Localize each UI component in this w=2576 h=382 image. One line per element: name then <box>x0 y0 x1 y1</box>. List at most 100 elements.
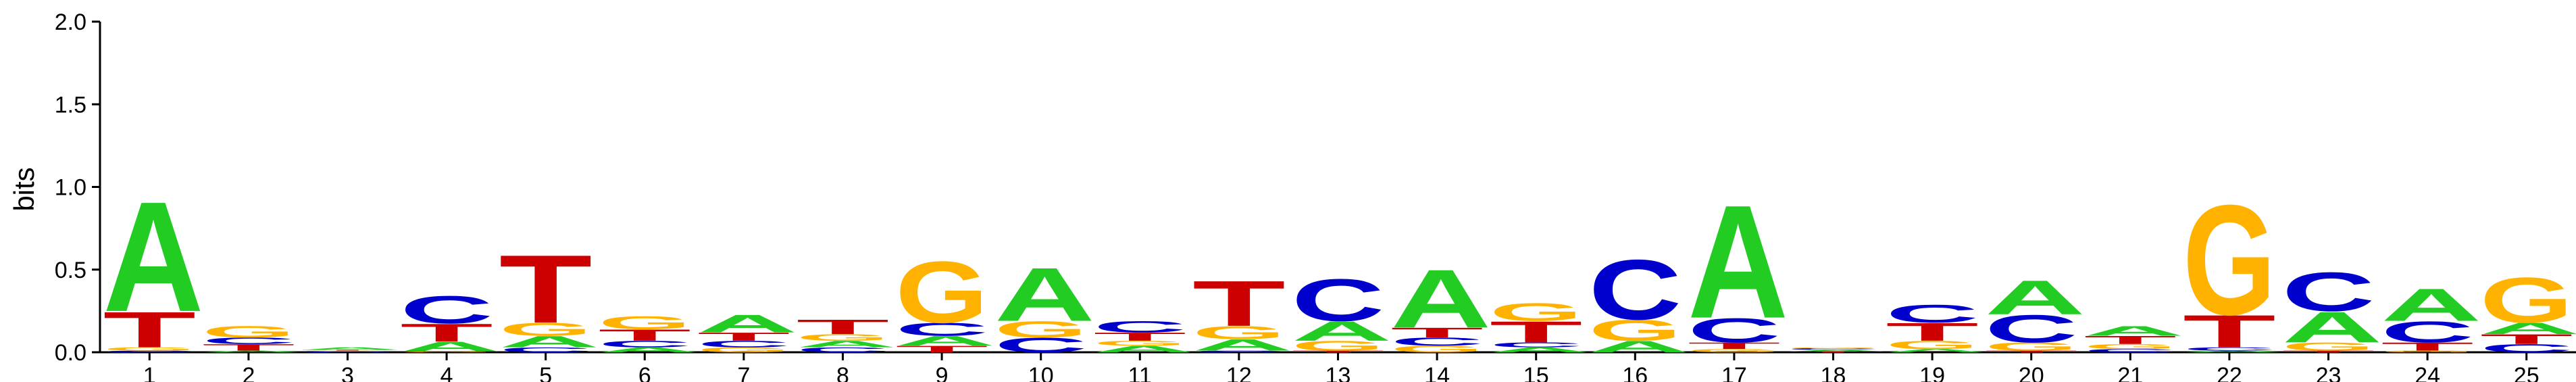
logo-letter-a: A <box>103 169 203 345</box>
logo-letter-c: C <box>1192 350 1286 353</box>
logo-letter-c: C <box>1093 318 1186 336</box>
logo-letter-g: G <box>1688 348 1781 354</box>
logo-letter-c: C <box>2282 261 2375 323</box>
x-tick-label: 15 <box>1523 363 1549 382</box>
x-tick-label: 2 <box>242 363 255 382</box>
logo-letter-g: G <box>1588 314 1682 348</box>
logo-letter-c: C <box>202 335 295 345</box>
logo-letter-t: T <box>1292 350 1385 353</box>
logo-letter-t: T <box>2480 331 2573 347</box>
logo-letter-t: T <box>1390 325 1484 340</box>
logo-letter-t: T <box>301 350 395 351</box>
logo-letter-c: C <box>103 350 196 353</box>
logo-letter-a: A <box>2183 350 2283 353</box>
logo-letter-a: A <box>2480 320 2576 338</box>
logo-letter-c: C <box>1688 311 1781 350</box>
y-axis-label: bits <box>8 167 40 211</box>
x-tick-label: 22 <box>2217 363 2242 382</box>
x-tick-label: 5 <box>539 363 552 382</box>
x-tick-label: 3 <box>341 363 354 382</box>
logo-letter-g: G <box>1192 323 1286 343</box>
logo-letter-g: G <box>1787 347 1880 348</box>
logo-letter-t: T <box>2183 306 2276 357</box>
x-tick-label: 16 <box>1622 363 1648 382</box>
logo-letter-g: G <box>400 351 493 352</box>
logo-letter-c: C <box>301 351 395 352</box>
logo-letter-t: T <box>2083 333 2177 346</box>
logo-letter-c: C <box>2480 342 2573 355</box>
logo-letter-a: A <box>1588 338 1689 356</box>
logo-letter-g: G <box>2083 343 2177 351</box>
logo-letter-g: G <box>697 346 790 354</box>
logo-letter-g: G <box>1985 340 2078 353</box>
logo-letter-g: G <box>2282 340 2375 353</box>
logo-letter-g: G <box>2480 264 2573 337</box>
logo-letter-t: T <box>1688 341 1781 351</box>
logo-letter-t: T <box>1787 351 1880 352</box>
logo-letter-g: G <box>1390 344 1484 354</box>
logo-letter-c: C <box>598 339 691 349</box>
y-axis: 0.0 0.5 1.0 1.5 2.0 <box>55 9 101 366</box>
logo-letter-t: T <box>202 342 295 352</box>
logo-letter-c: C <box>1985 307 2078 351</box>
logo-letter-g: G <box>797 332 890 342</box>
logo-letter-t: T <box>2282 350 2375 353</box>
logo-letter-t: T <box>2381 340 2474 353</box>
x-tick-label: 20 <box>2019 363 2044 382</box>
logo-letter-g: G <box>499 319 592 340</box>
logo-letter-c: C <box>797 346 890 354</box>
y-tick-label: 2.0 <box>55 9 86 35</box>
logo-letter-a: A <box>1093 344 1194 354</box>
logo-letter-a: A <box>1886 348 1986 354</box>
logo-letter-a: A <box>1985 270 2086 325</box>
y-tick-label: 1.5 <box>55 92 86 118</box>
logo-letter-g: G <box>202 323 295 341</box>
x-tick-label: 10 <box>1028 363 1054 382</box>
logo-letter-t: T <box>895 344 988 354</box>
logo-letter-g: G <box>103 346 196 352</box>
x-tick-label: 8 <box>836 363 849 382</box>
logo-letter-t: T <box>697 330 790 343</box>
logo-letter-t: T <box>400 318 493 347</box>
x-tick-label: 13 <box>1325 363 1351 382</box>
logo-letter-g: G <box>1490 298 1583 327</box>
logo-letter-g: G <box>2381 350 2474 353</box>
logo-letter-c: C <box>1588 242 1682 337</box>
logo-letter-g: G <box>1093 339 1186 348</box>
x-tick-label: 4 <box>440 363 453 382</box>
logo-letter-a: A <box>202 350 303 353</box>
logo-letter-t: T <box>1886 318 1979 346</box>
logo-letter-t: T <box>598 326 691 344</box>
x-tick-label: 21 <box>2117 363 2143 382</box>
logo-letter-g: G <box>1292 338 1385 354</box>
logo-letter-a: A <box>994 252 1095 337</box>
logo-letter-t: T <box>1985 350 2078 353</box>
logo-letter-c: C <box>1886 300 1979 328</box>
x-tick-label: 6 <box>638 363 651 382</box>
logo-letter-a: A <box>1292 316 1392 347</box>
x-tick-label: 24 <box>2415 363 2440 382</box>
logo-letter-a: A <box>1192 336 1293 354</box>
x-tick-label: 18 <box>1821 363 1846 382</box>
logo-letter-a: A <box>2282 303 2383 352</box>
x-tick-label: 7 <box>737 363 750 382</box>
y-tick-label: 1.0 <box>55 175 86 201</box>
logo-letter-a: A <box>1390 253 1491 345</box>
x-tick-label: 9 <box>936 363 949 382</box>
logo-letter-c: C <box>499 346 592 354</box>
